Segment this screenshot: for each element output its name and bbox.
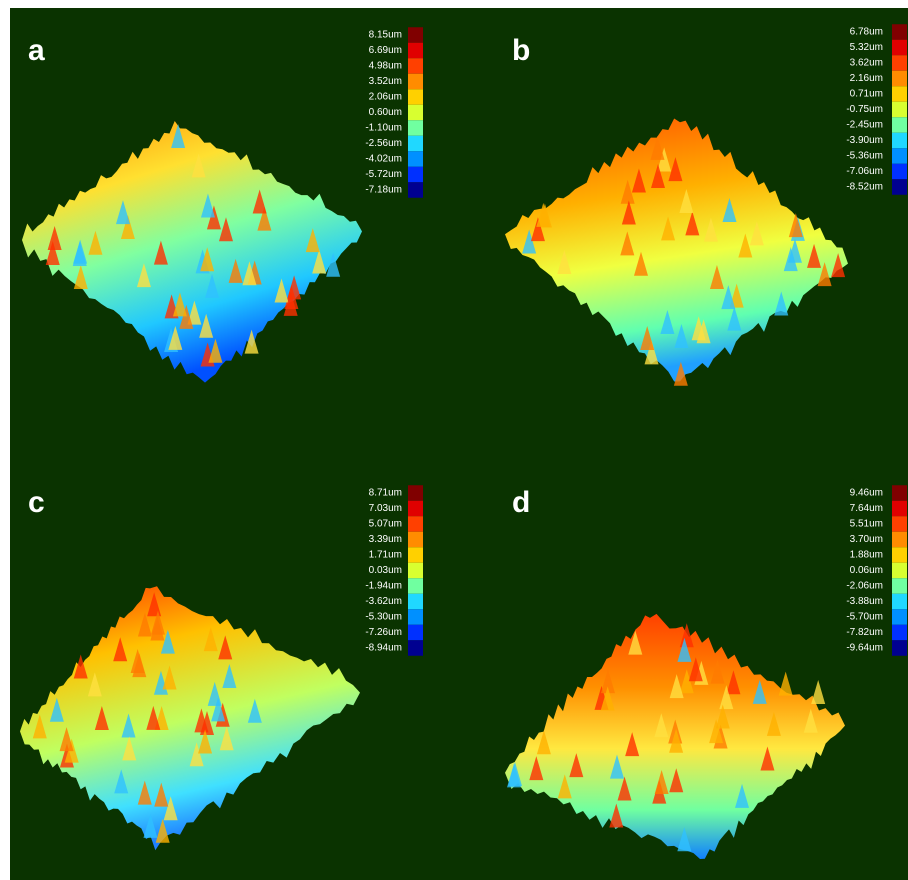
scale-label: 3.39um (369, 534, 402, 545)
scale-label: 7.64um (850, 503, 883, 514)
scale-label: 5.51um (850, 519, 883, 530)
scale-label: -3.88um (846, 596, 883, 607)
colorbar-segment (892, 594, 907, 610)
scale-label: 8.15um (369, 30, 402, 41)
scale-label: -1.94um (365, 581, 402, 592)
colorbar-segment (892, 609, 907, 625)
colorbar-segment (408, 532, 423, 548)
scale-label: -7.06um (846, 166, 883, 177)
colorbar-segment (408, 120, 423, 136)
colorbar-segment (408, 594, 423, 610)
colorbar-segment (892, 547, 907, 563)
scale-label: 1.71um (369, 550, 402, 561)
scale-label: -9.64um (846, 643, 883, 654)
scale-label: 2.06um (369, 92, 402, 103)
colorbar-segment (892, 102, 907, 118)
colorbar-segment (408, 151, 423, 167)
colorbar-segment (892, 133, 907, 149)
scale-label: 0.03um (369, 565, 402, 576)
scale-label: -7.82um (846, 627, 883, 638)
colorbar-segment (408, 640, 423, 656)
scale-label: 0.71um (850, 89, 883, 100)
scale-label: 6.78um (850, 27, 883, 38)
scale-label: -8.52um (846, 182, 883, 193)
colorbar-segment (892, 532, 907, 548)
scale-label: -0.75um (846, 104, 883, 115)
scale-label: -7.18um (365, 185, 402, 196)
colorbar-segment (408, 501, 423, 517)
colorbar-segment (892, 485, 907, 501)
scale-label: -1.10um (365, 123, 402, 134)
colorbar-segment (892, 563, 907, 579)
scale-label: 3.52um (369, 76, 402, 87)
colorbar-segment (408, 43, 423, 59)
scale-label: -5.36um (846, 151, 883, 162)
panel-label: b (512, 34, 530, 67)
panel-label: c (28, 486, 45, 519)
scale-label: -3.90um (846, 135, 883, 146)
scale-label: 1.88um (850, 550, 883, 561)
scale-label: 9.46um (850, 488, 883, 499)
scale-label: 0.06um (850, 565, 883, 576)
colorbar-segment (892, 40, 907, 56)
scale-label: -8.94um (365, 643, 402, 654)
colorbar-segment (408, 136, 423, 152)
colorbar-segment (408, 563, 423, 579)
scale-label: 0.60um (369, 107, 402, 118)
colorbar-segment (892, 578, 907, 594)
colorbar-segment (408, 105, 423, 121)
scale-label: -3.62um (365, 596, 402, 607)
colorbar-segment (408, 516, 423, 532)
scale-label: -2.06um (846, 581, 883, 592)
colorbar-segment (892, 55, 907, 71)
colorbar-segment (408, 609, 423, 625)
colorbar-segment (892, 86, 907, 102)
colorbar-segment (892, 640, 907, 656)
colorbar-segment (408, 485, 423, 501)
colorbar-segment (408, 89, 423, 105)
colorbar-segment (892, 516, 907, 532)
scale-label: 4.98um (369, 61, 402, 72)
scale-label: 7.03um (369, 503, 402, 514)
colorbar-segment (408, 625, 423, 641)
scale-label: -2.45um (846, 120, 883, 131)
colorbar-segment (408, 547, 423, 563)
scale-label: -5.30um (365, 612, 402, 623)
scale-label: -7.26um (365, 627, 402, 638)
scale-label: 3.62um (850, 58, 883, 69)
scale-label: -4.02um (365, 154, 402, 165)
colorbar-segment (408, 74, 423, 90)
scale-label: 5.32um (850, 42, 883, 53)
colorbar-segment (892, 625, 907, 641)
colorbar-segment (892, 148, 907, 164)
colorbar-segment (892, 24, 907, 40)
scale-label: 6.69um (369, 45, 402, 56)
scale-label: -5.72um (365, 169, 402, 180)
colorbar-segment (408, 58, 423, 74)
panel-label: a (28, 34, 45, 67)
colorbar-segment (892, 164, 907, 180)
colorbar-segment (408, 182, 423, 198)
colorbar-segment (408, 167, 423, 183)
scale-label: 3.70um (850, 534, 883, 545)
panel-label: d (512, 486, 530, 519)
scale-label: 5.07um (369, 519, 402, 530)
scale-label: 8.71um (369, 488, 402, 499)
colorbar-segment (408, 578, 423, 594)
figure: a 8.15um 6.69um 4.98um 3.52um 2.06um 0.60um -1.… (0, 0, 908, 880)
colorbar-segment (892, 179, 907, 195)
colorbar-segment (892, 71, 907, 87)
colorbar-segment (892, 501, 907, 517)
scale-label: -2.56um (365, 138, 402, 149)
colorbar-segment (408, 27, 423, 43)
page: {"panels": [ {"label": "a", "scale": ["8… (0, 0, 908, 880)
colorbar-segment (892, 117, 907, 133)
scale-label: 2.16um (850, 73, 883, 84)
scale-label: -5.70um (846, 612, 883, 623)
